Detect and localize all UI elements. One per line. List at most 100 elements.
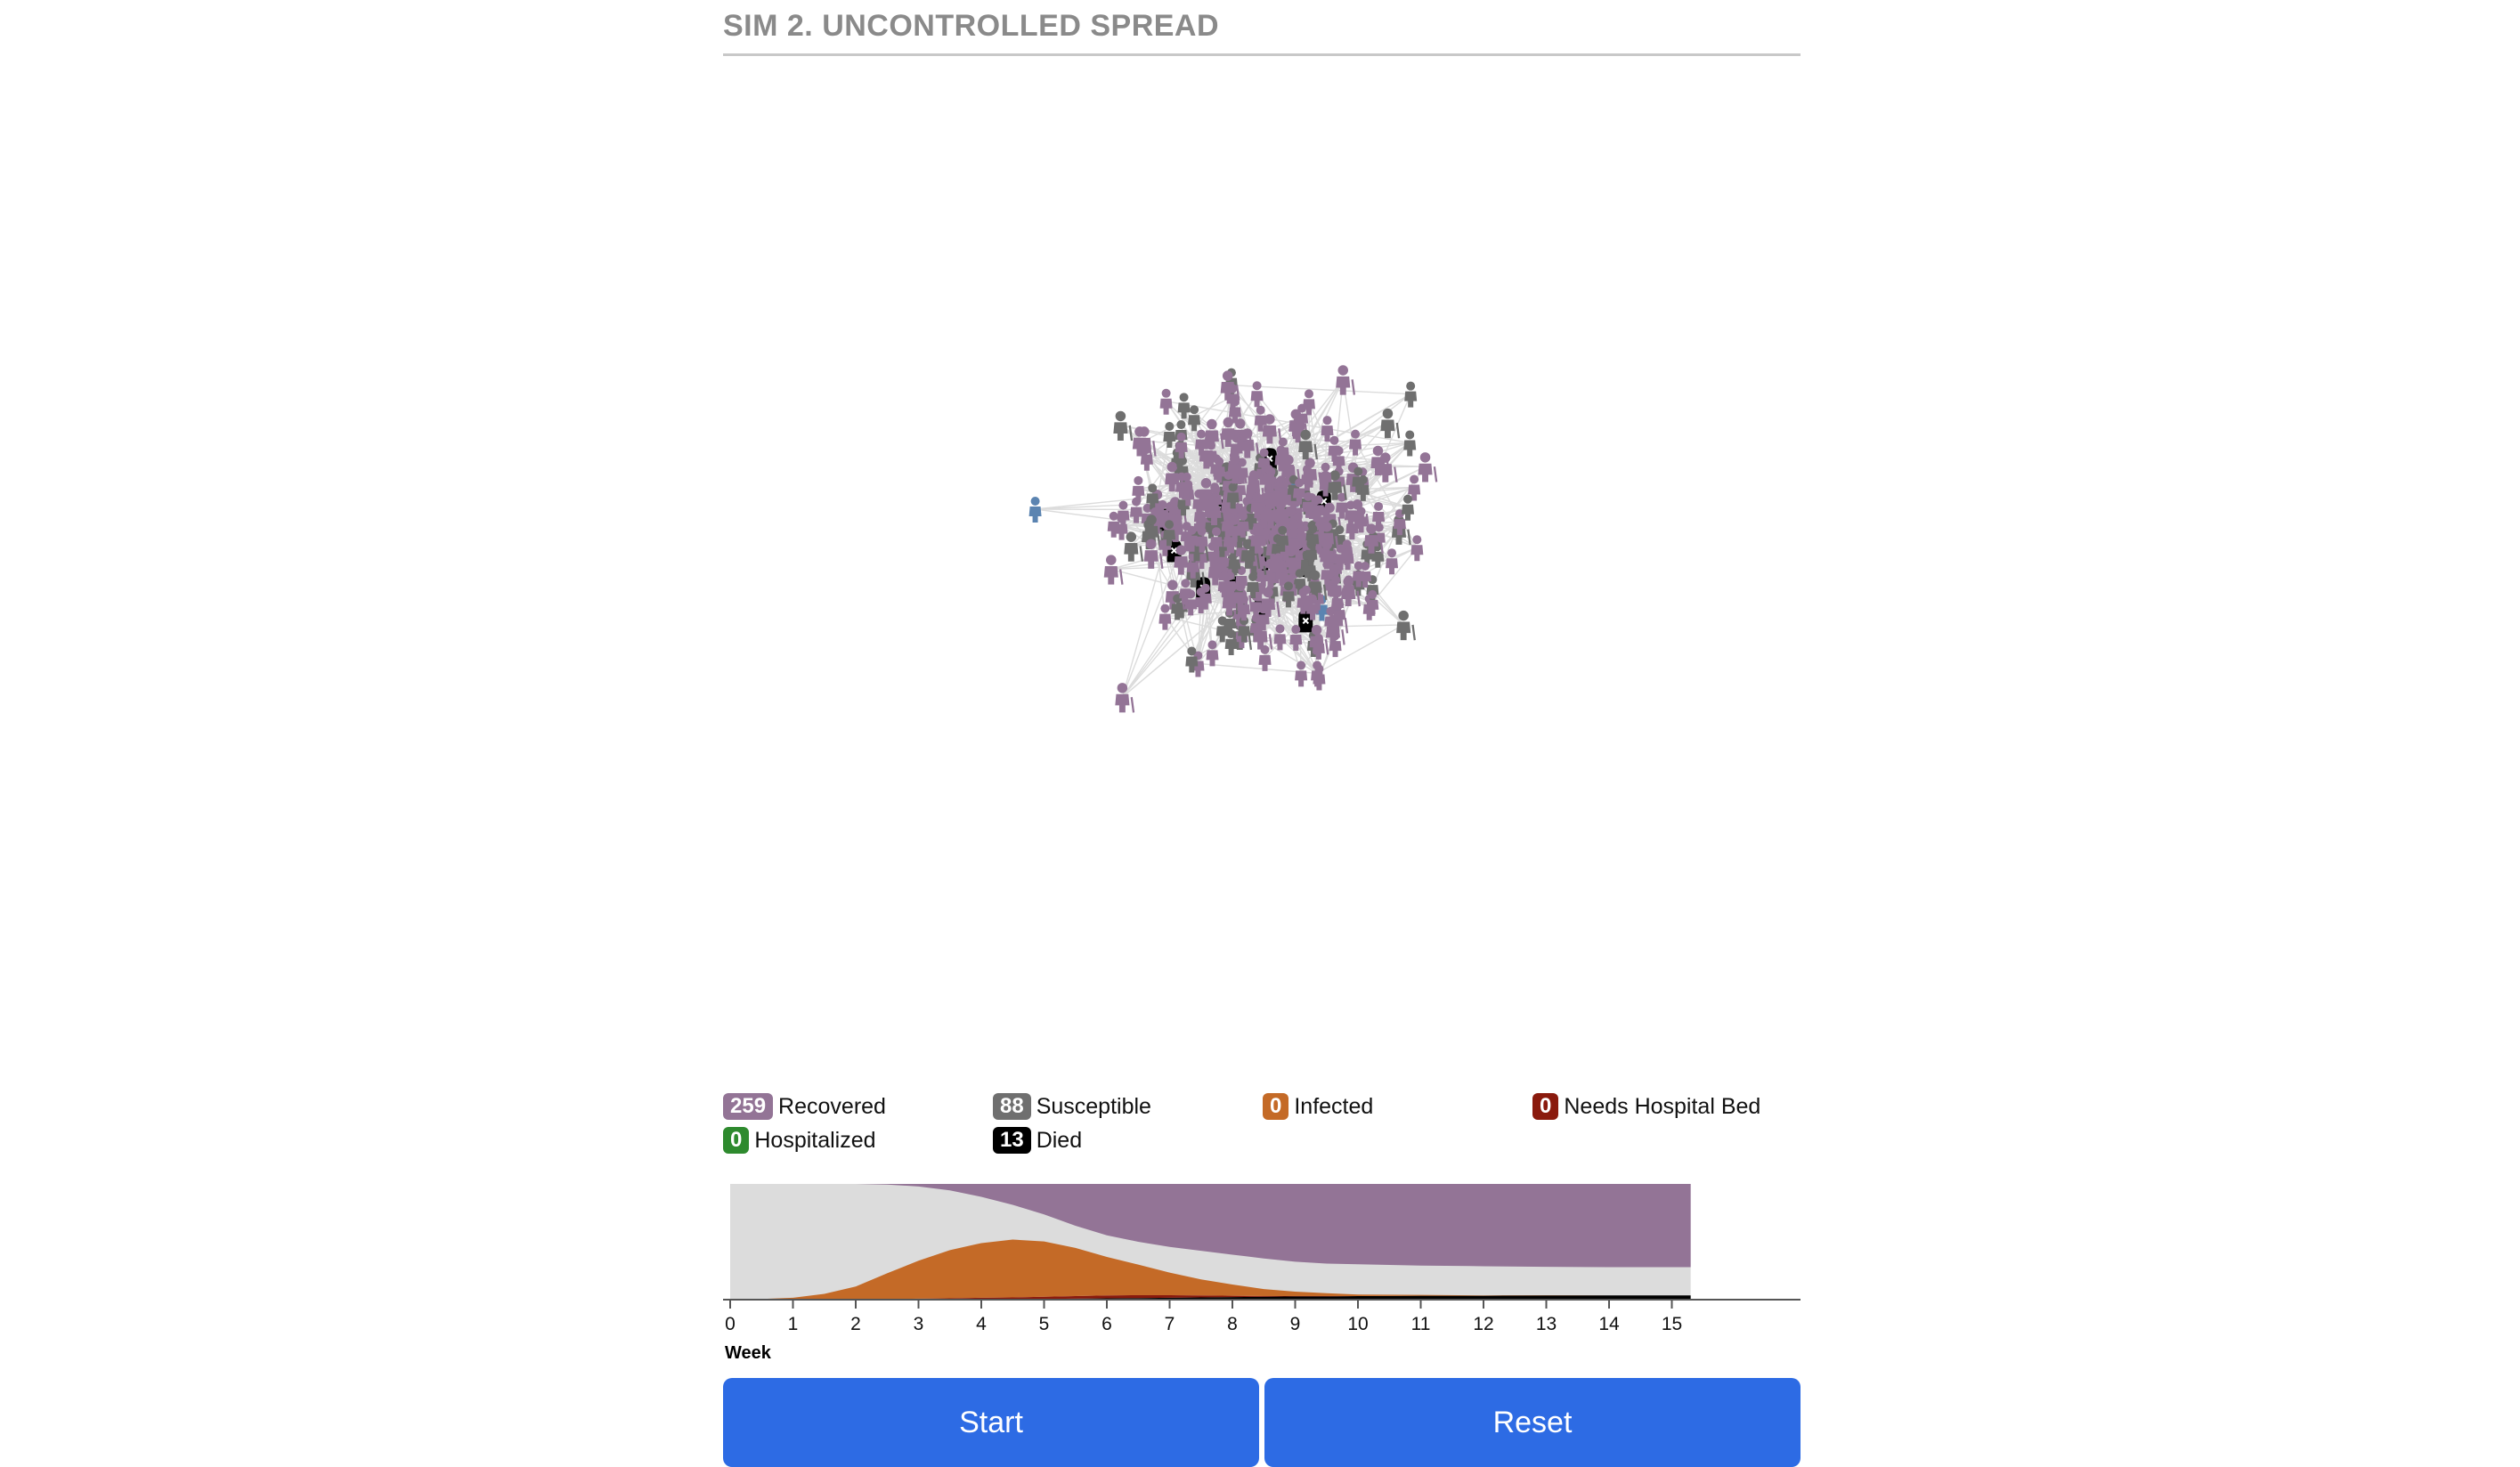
contact-edge (1244, 624, 1404, 630)
recovered-person-icon (1130, 497, 1143, 523)
recovered-person-icon (1132, 475, 1145, 502)
recovered-person-icon (1262, 414, 1282, 444)
recovered-person-icon (1103, 555, 1124, 585)
count-badge: 13 (993, 1127, 1031, 1154)
x-tick-label: 1 (788, 1314, 799, 1334)
x-tick-label: 13 (1536, 1314, 1557, 1334)
epidemic-curve-chart: 0 1 2 3 4 5 6 7 8 9 10 11 12 13 14 15 Week (723, 1184, 1801, 1363)
x-tick-label: 5 (1039, 1314, 1050, 1334)
recovered-person-icon (1156, 499, 1169, 526)
recovered-person-icon (1227, 453, 1248, 484)
x-tick-label: 8 (1227, 1314, 1238, 1334)
x-tick-label: 4 (976, 1314, 987, 1334)
legend-label: Died (1036, 1127, 1083, 1153)
x-tick-label: 7 (1165, 1314, 1175, 1334)
recovered-person-icon (1302, 389, 1315, 416)
x-tick-label: 3 (914, 1314, 924, 1334)
recovered-person-icon (1328, 435, 1341, 462)
susceptible-person-icon (1281, 581, 1295, 608)
susceptible-person-icon (1352, 466, 1365, 493)
recovered-person-icon (1179, 579, 1192, 605)
count-badge: 0 (1263, 1093, 1289, 1120)
area-needs-hospital-bed (730, 1294, 1691, 1300)
count-badge: 259 (723, 1093, 774, 1120)
recovered-person-icon (1250, 523, 1271, 554)
recovered-person-icon (1273, 624, 1287, 651)
contact-network (1028, 365, 1438, 713)
recovered-person-icon (1199, 439, 1219, 469)
recovered-person-icon (1256, 604, 1270, 631)
susceptible-person-icon (1298, 429, 1319, 460)
contact-edge (1362, 487, 1418, 548)
recovered-person-icon (1344, 500, 1357, 527)
recovered-person-icon (1336, 365, 1356, 395)
legend-died: 13 Died (993, 1127, 1082, 1154)
legend-label: Needs Hospital Bed (1564, 1093, 1761, 1119)
recovered-person-icon (1232, 580, 1253, 612)
susceptible-person-icon (1240, 539, 1261, 569)
recovered-person-icon (1254, 405, 1267, 432)
susceptible-person-icon (1163, 520, 1176, 547)
legend-label: Recovered (778, 1093, 886, 1119)
recovered-person-icon (1408, 474, 1421, 501)
network-nodes (1028, 365, 1438, 713)
recovered-person-icon (1143, 539, 1164, 569)
recovered-person-icon (1366, 589, 1379, 616)
x-axis-label: Week (725, 1343, 772, 1363)
legend-label: Hospitalized (754, 1127, 876, 1153)
susceptible-person-icon (1403, 430, 1417, 457)
recovered-person-icon (1250, 381, 1264, 408)
recovered-person-icon (1276, 437, 1289, 464)
x-tick-label: 10 (1347, 1314, 1368, 1334)
legend-hospitalized: 0 Hospitalized (723, 1127, 876, 1154)
recovered-person-icon (1302, 491, 1315, 518)
susceptible-person-icon (1306, 524, 1320, 551)
recovered-person-icon (1220, 370, 1240, 401)
reset-button[interactable]: Reset (1264, 1378, 1801, 1467)
recovered-person-icon (1293, 478, 1306, 505)
recovered-person-icon (1221, 511, 1234, 538)
area-infected (730, 1239, 1691, 1300)
area-recovered (730, 1184, 1691, 1268)
susceptible-person-icon (1188, 405, 1201, 432)
start-button[interactable]: Start (723, 1378, 1259, 1467)
susceptible-person-icon (1226, 482, 1240, 509)
legend: 259 Recovered 88 Susceptible 0 Infected … (723, 1093, 1801, 1161)
recovered-person-icon (1299, 585, 1313, 612)
recovered-person-icon (1378, 452, 1398, 482)
susceptible-person-icon (1163, 422, 1176, 449)
contact-edge (1268, 393, 1411, 478)
recovered-person-icon (1363, 523, 1384, 554)
recovered-person-icon (1217, 571, 1231, 598)
recovered-person-icon (1195, 526, 1208, 553)
recovered-person-icon (1221, 417, 1241, 448)
x-tick-label: 6 (1101, 1314, 1112, 1334)
recovered-person-icon (1295, 661, 1308, 687)
x-tick-label: 9 (1290, 1314, 1301, 1334)
legend-susceptible: 88 Susceptible (993, 1093, 1151, 1120)
recovered-person-icon (1342, 575, 1355, 602)
recovered-person-icon (1289, 625, 1303, 652)
recovered-person-icon (1194, 587, 1207, 613)
recovered-person-icon (1352, 561, 1365, 588)
recovered-person-icon (1250, 492, 1264, 519)
recovered-person-icon (1300, 465, 1313, 491)
contact-edge (1316, 624, 1404, 674)
page-title: SIM 2. UNCONTROLLED SPREAD (723, 9, 1220, 43)
recovered-person-icon (1287, 528, 1300, 555)
legend-label: Infected (1294, 1093, 1374, 1119)
count-badge: 0 (1532, 1093, 1559, 1120)
recovered-person-icon (1115, 514, 1128, 540)
susceptible-person-icon (1177, 393, 1191, 419)
recovered-person-icon (1410, 535, 1424, 562)
legend-recovered: 259 Recovered (723, 1093, 886, 1120)
recovered-person-icon (1236, 511, 1249, 538)
x-tick-label: 14 (1598, 1314, 1620, 1334)
susceptible-person-icon (1380, 408, 1401, 439)
susceptible-person-icon (1327, 470, 1347, 500)
recovered-person-icon (1320, 539, 1340, 570)
contact-edge (1143, 395, 1233, 442)
recovered-person-icon (1272, 553, 1285, 580)
recovered-person-icon (1312, 633, 1325, 660)
x-axis-ticks: 0 1 2 3 4 5 6 7 8 9 10 11 12 13 14 15 (725, 1300, 1682, 1334)
